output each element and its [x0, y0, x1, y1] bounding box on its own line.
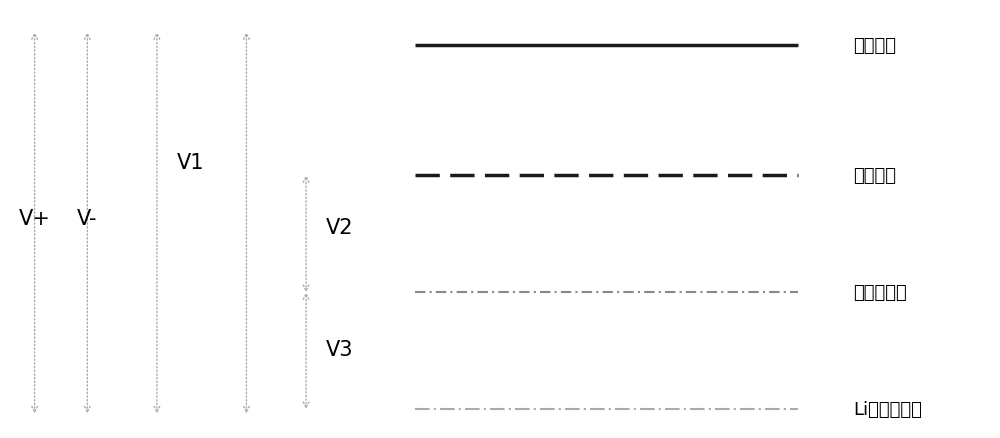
- Text: V2: V2: [326, 218, 353, 238]
- Text: V3: V3: [326, 339, 353, 359]
- Text: 正极电位: 正极电位: [853, 37, 896, 55]
- Text: V-: V-: [77, 209, 98, 229]
- Text: 主参比电位: 主参比电位: [853, 283, 907, 301]
- Text: V1: V1: [177, 153, 204, 173]
- Text: V+: V+: [19, 209, 51, 229]
- Text: Li辅参比电位: Li辅参比电位: [853, 400, 922, 418]
- Text: 负极电位: 负极电位: [853, 167, 896, 185]
